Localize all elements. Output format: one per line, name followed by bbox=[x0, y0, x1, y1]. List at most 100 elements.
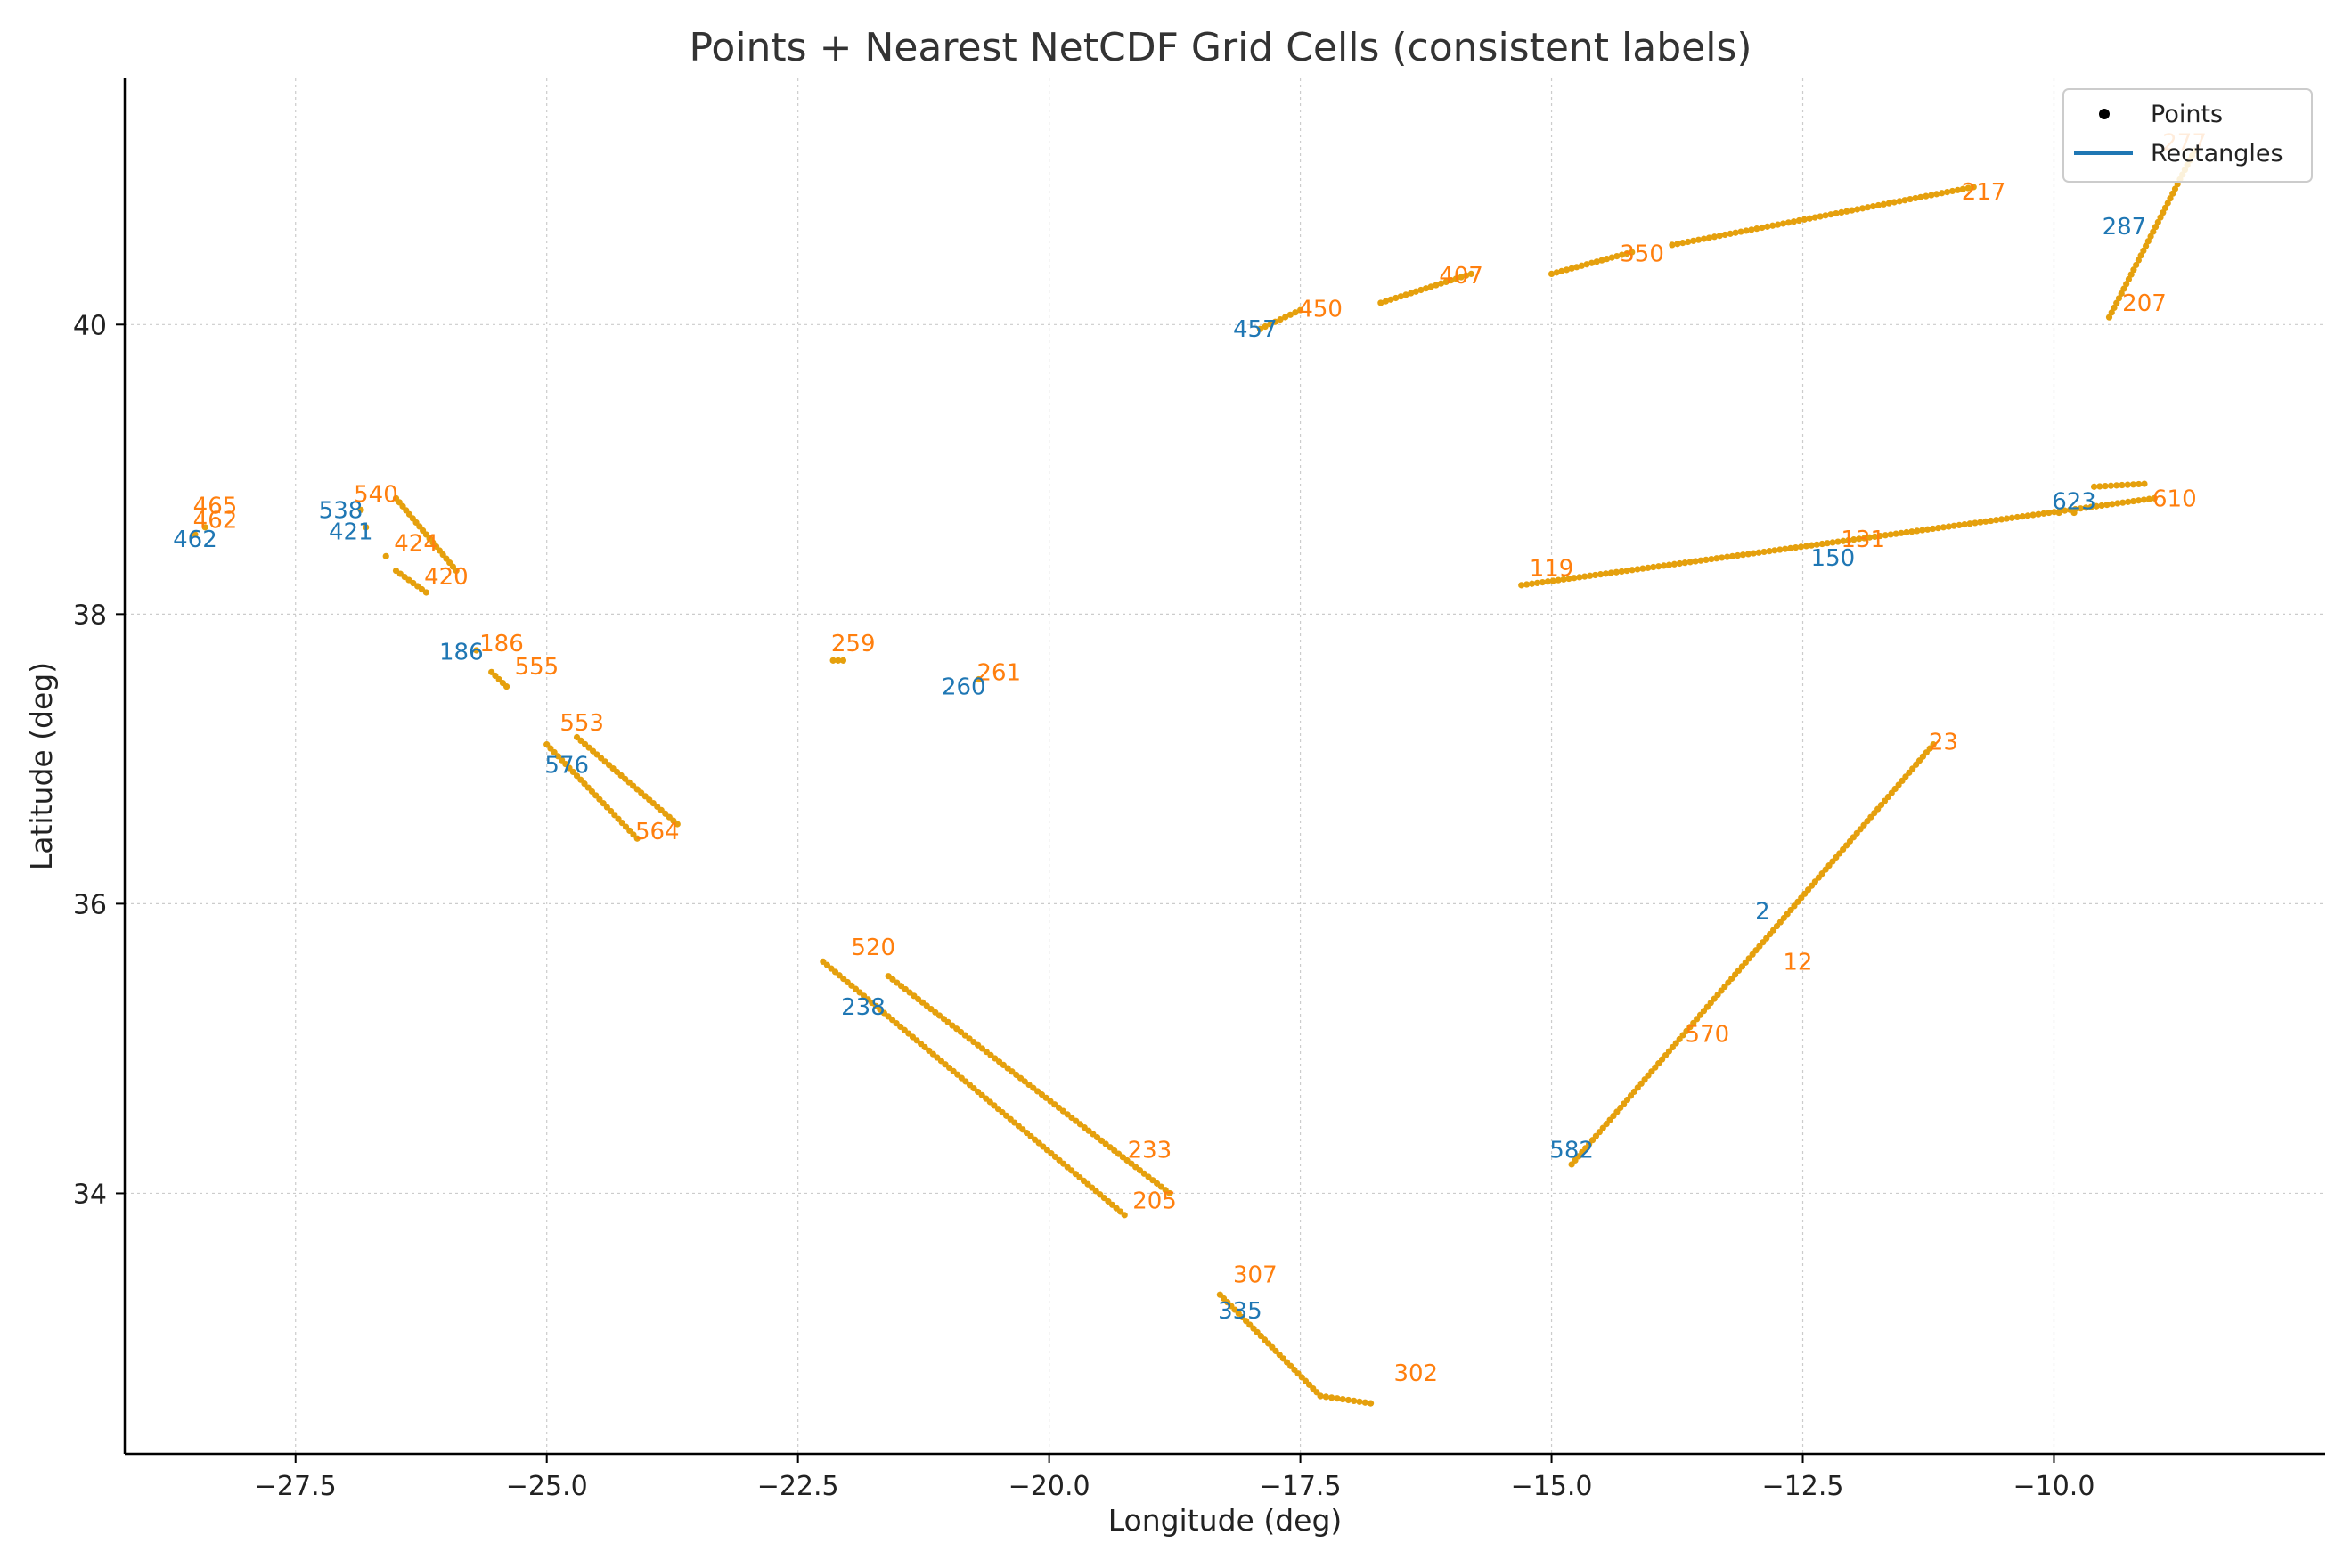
data-point bbox=[1734, 551, 1742, 559]
rectangle-label: 582 bbox=[1549, 1138, 1594, 1164]
data-point bbox=[829, 657, 837, 664]
data-point bbox=[2113, 482, 2120, 489]
data-point bbox=[2157, 214, 2164, 221]
rectangle-label: 335 bbox=[1218, 1298, 1262, 1325]
data-point bbox=[1578, 262, 1585, 269]
data-point bbox=[1876, 532, 1883, 540]
data-point bbox=[1618, 251, 1626, 258]
data-point bbox=[2150, 228, 2157, 235]
y-tick-label: 40 bbox=[73, 310, 107, 341]
rectangle-label: 186 bbox=[439, 640, 484, 666]
data-point bbox=[2114, 500, 2121, 507]
data-point bbox=[2062, 507, 2069, 514]
data-point bbox=[2040, 510, 2047, 517]
data-point bbox=[1892, 530, 1899, 537]
data-point bbox=[1950, 522, 1957, 529]
data-point bbox=[1760, 548, 1768, 556]
data-point bbox=[1860, 535, 1868, 542]
rectangle-label: 421 bbox=[329, 519, 373, 546]
data-point bbox=[1367, 1400, 1375, 1407]
data-point bbox=[1607, 569, 1614, 576]
data-point bbox=[1850, 536, 1858, 543]
point-label: 259 bbox=[831, 631, 876, 657]
data-point bbox=[1776, 546, 1784, 553]
data-point bbox=[2167, 195, 2174, 202]
data-point bbox=[2046, 509, 2053, 517]
data-point bbox=[1686, 559, 1694, 566]
data-point bbox=[2171, 185, 2179, 192]
data-point bbox=[1914, 527, 1921, 535]
data-point bbox=[1645, 564, 1652, 571]
data-point bbox=[1988, 517, 1995, 525]
data-point bbox=[1908, 528, 1915, 535]
data-point bbox=[1966, 520, 1973, 527]
data-point bbox=[1748, 226, 1755, 233]
data-point bbox=[1864, 204, 1872, 211]
data-point bbox=[2107, 482, 2114, 489]
data-point bbox=[1587, 572, 1594, 579]
data-point bbox=[2105, 314, 2113, 321]
data-point bbox=[1623, 249, 1630, 257]
data-point bbox=[674, 821, 681, 828]
data-point bbox=[1665, 561, 1673, 568]
data-point bbox=[1923, 192, 1930, 200]
data-point bbox=[363, 524, 370, 531]
data-point bbox=[1442, 278, 1450, 286]
data-point bbox=[633, 835, 641, 842]
data-point bbox=[1422, 285, 1430, 292]
data-point bbox=[192, 531, 199, 538]
point-label: 207 bbox=[2122, 290, 2167, 317]
data-point bbox=[1802, 543, 1810, 550]
data-point bbox=[1940, 524, 1948, 531]
rectangle-label: 238 bbox=[841, 994, 886, 1021]
data-point bbox=[1887, 531, 1894, 538]
data-point bbox=[1571, 575, 1578, 582]
data-point bbox=[1961, 520, 1968, 528]
data-point bbox=[1977, 519, 1984, 526]
data-point bbox=[1452, 275, 1460, 282]
data-point bbox=[1256, 325, 1264, 332]
data-point bbox=[1593, 258, 1600, 265]
rectangle-label: 2 bbox=[1755, 899, 1770, 926]
x-tick-label: −12.5 bbox=[1762, 1471, 1844, 1502]
data-point bbox=[1882, 532, 1889, 539]
point-label: 261 bbox=[976, 659, 1021, 686]
data-point bbox=[502, 683, 510, 690]
data-point bbox=[2055, 509, 2062, 517]
data-point bbox=[1829, 539, 1836, 546]
axes bbox=[123, 78, 2325, 1456]
data-point bbox=[1744, 551, 1752, 558]
data-point bbox=[1690, 237, 1697, 244]
data-point bbox=[1708, 555, 1715, 563]
data-point bbox=[1811, 214, 1818, 221]
point-label: 233 bbox=[1128, 1138, 1172, 1164]
y-axis-label: Latitude (deg) bbox=[24, 662, 59, 870]
point-label: 540 bbox=[354, 481, 398, 508]
x-tick-label: −20.0 bbox=[1009, 1471, 1090, 1502]
data-point bbox=[1907, 195, 1914, 203]
data-point bbox=[1954, 186, 1962, 193]
data-point bbox=[1592, 571, 1599, 579]
data-point bbox=[1982, 518, 1989, 525]
data-point bbox=[2120, 285, 2127, 292]
data-point bbox=[357, 506, 364, 513]
data-point bbox=[1437, 280, 1445, 287]
data-point bbox=[2115, 295, 2123, 302]
data-point bbox=[1670, 560, 1678, 568]
data-point bbox=[1692, 558, 1699, 565]
data-point bbox=[2098, 502, 2105, 510]
y-tick-label: 36 bbox=[73, 889, 107, 920]
data-point bbox=[1565, 575, 1572, 583]
data-point bbox=[1917, 193, 1924, 200]
data-point bbox=[2111, 304, 2118, 312]
data-point bbox=[1650, 563, 1657, 571]
data-point bbox=[1818, 540, 1825, 548]
data-point bbox=[1997, 516, 2005, 523]
data-point bbox=[1655, 563, 1662, 570]
data-point bbox=[1939, 190, 1946, 197]
data-point bbox=[1993, 517, 2000, 524]
data-point bbox=[1713, 555, 1720, 562]
data-point bbox=[1377, 299, 1384, 306]
